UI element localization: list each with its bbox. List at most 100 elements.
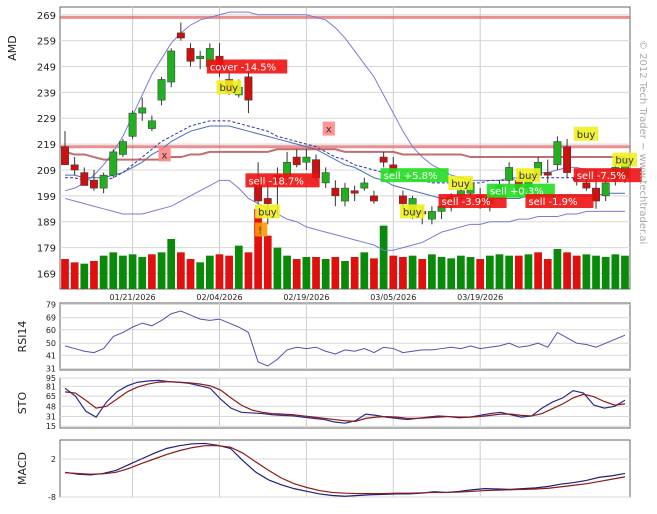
candle-body [370,195,378,202]
signal-marker-sell: sell -7.5% [573,168,642,183]
signal-marker-x: x [158,147,171,162]
volume-bar [534,252,542,289]
volume-bar [244,252,253,289]
y-tick-label: 31 [46,365,56,374]
candle-body [592,187,600,202]
volume-bar [592,255,600,289]
volume-bar [263,235,272,289]
y-tick-label: 199 [37,192,56,203]
signal-marker-x: x [322,121,335,136]
volume-bar [283,255,291,289]
red-average-line [64,148,625,161]
y-tick-label: 219 [37,140,56,151]
signal-label: buy [615,156,634,167]
signal-marker-buy: buy [216,80,242,95]
volume-bar [437,257,446,289]
signal-box [525,194,594,209]
y-tick-label: 31 [46,413,56,422]
volume-bar [273,247,282,289]
signal-marker-buy: buy [255,204,280,219]
candle-body [563,146,571,173]
volume-bar [177,252,185,289]
candle-body [70,164,79,171]
volume-bar [601,257,610,289]
signal-label: buy [451,179,470,190]
volume-bar [428,254,436,289]
signal-label: buy [577,130,596,141]
signal-box [206,59,288,74]
y-tick-label: 189 [37,218,56,229]
volume-bar [466,257,475,289]
macd-line-1 [64,442,626,497]
y-tick-label: 179 [37,244,56,255]
candle-body [176,32,185,39]
signal-label: sell -3.9% [442,197,491,208]
volume-bar [447,258,456,289]
signal-box [216,80,242,95]
signal-label: cover -14.5% [210,63,276,74]
signal-box [515,168,541,183]
volume-bar [476,259,485,289]
x-tick-label: 02/19/2026 [283,293,329,302]
candle-body [331,187,340,197]
candle-body [147,120,156,129]
volume-bar [205,255,214,289]
y-tick-label: 239 [37,88,56,99]
volume-bar [157,252,166,289]
candle-body [186,48,195,62]
y-tick-label: 48 [46,402,56,411]
volume-bar [514,255,523,289]
candle-body [505,167,514,181]
signal-box [158,147,171,162]
signal-box [322,121,335,136]
volume-bar [524,254,533,289]
volume-bar [543,259,552,289]
signal-label: sell -7.5% [577,171,626,182]
signal-label: ! [258,225,262,236]
x-tick-label: 01/21/2026 [110,293,156,302]
y-tick-label: 269 [37,11,56,22]
y-tick-label: 15 [46,422,56,431]
signal-box [612,152,637,167]
y-tick-label: 169 [37,269,56,280]
candle-body [427,211,436,220]
volume-bar [80,263,89,289]
volume-bar [505,255,513,289]
y-tick-label: 69 [46,314,56,323]
candle-body [321,172,330,184]
signal-label: x [162,150,168,161]
y-tick-label: 209 [37,166,56,177]
volume-bar [234,245,243,289]
volume-bar [254,209,262,289]
y-tick-label: 41 [46,351,56,360]
candle-body [80,172,89,186]
y-tick-label: -8 [48,493,56,502]
signal-marker-buy: buy [573,126,599,141]
signal-label: buy [403,207,422,218]
signal-label: sell -18.7% [248,176,303,187]
signal-box [573,168,642,183]
signal-marker-buy: buy [515,168,541,183]
y-tick-label: 249 [37,63,56,74]
candle-body [543,172,552,176]
signal-label: sell +0.3% [490,187,544,198]
volume-bar [360,252,369,289]
y-tick-label: 60 [46,326,56,335]
y-tick-label: 79 [46,300,56,309]
volume-bar [611,254,620,289]
volume-bar [621,255,629,289]
y-axis-label-sto: STO [16,391,29,414]
volume-bar [70,262,79,289]
signal-marker-buy: buy [399,204,425,219]
volume-bar [408,255,417,289]
y-tick-label: 259 [37,37,56,48]
signal-label: buy [258,207,277,218]
candle-body [302,156,311,163]
candle-body [379,156,388,163]
candle-body [263,198,272,204]
panel-frame-rsi [59,302,631,371]
signal-label: sell -1.9% [528,197,577,208]
candle-body [553,141,562,166]
stochastic-line-2 [64,381,626,422]
